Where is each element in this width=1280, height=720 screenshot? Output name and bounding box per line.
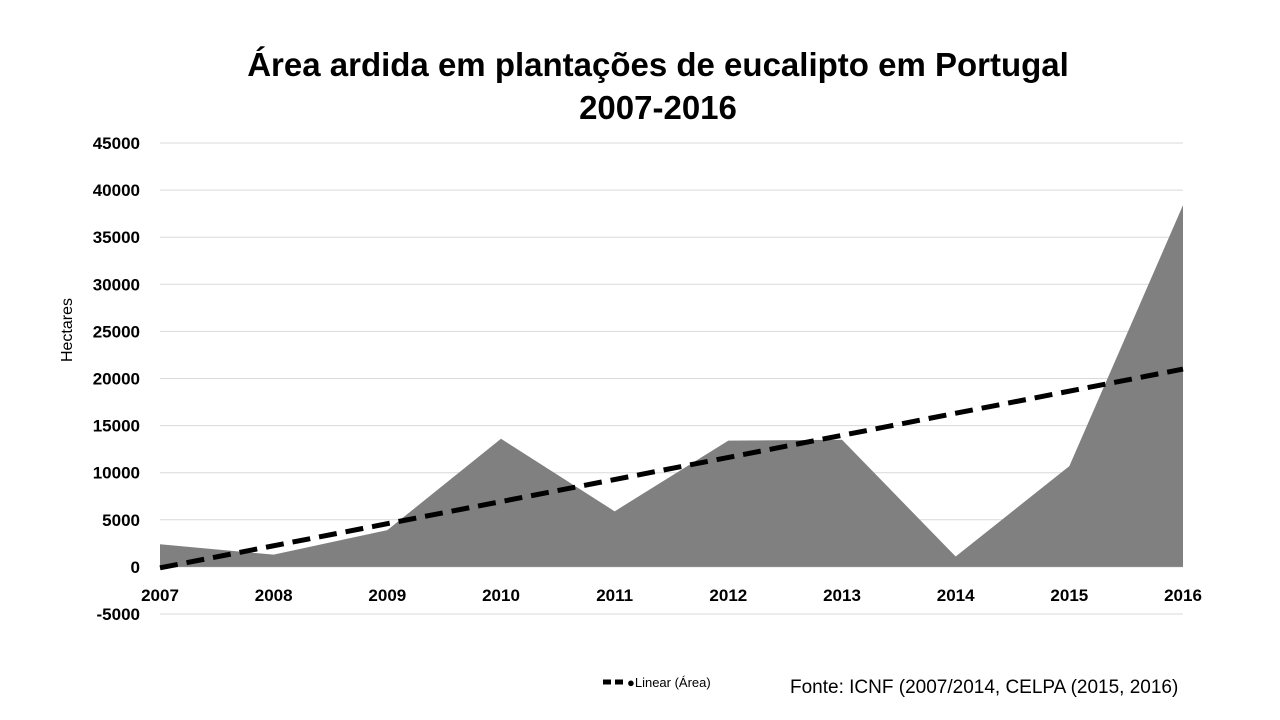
x-axis-ticks: 2007 2008 2009 2010 2011 2012 2013 2014 2015 2016 xyxy=(141,586,1202,605)
x-tick-label: 2009 xyxy=(368,586,406,605)
x-tick-label: 2010 xyxy=(482,586,520,605)
y-axis-label: Hectares xyxy=(59,298,76,362)
x-tick-label: 2014 xyxy=(937,586,975,605)
x-tick-label: 2011 xyxy=(596,586,633,605)
chart-title-line1: Área ardida em plantações de eucalipto e… xyxy=(247,46,1069,83)
area-series-layer xyxy=(159,205,1184,567)
y-axis-ticks: -5000 0 5000 10000 15000 20000 25000 30000 35000… xyxy=(93,134,140,624)
legend: ●Linear (Área) xyxy=(603,675,711,690)
y-tick-label: 10000 xyxy=(93,464,140,483)
y-tick-label: 15000 xyxy=(93,417,140,436)
chart-title-line2: 2007-2016 xyxy=(579,89,737,126)
area-series-Área xyxy=(160,205,1183,567)
y-tick-label: 20000 xyxy=(93,370,140,389)
y-tick-label: 45000 xyxy=(93,134,140,153)
x-tick-label: 2008 xyxy=(255,586,293,605)
trendline-layer xyxy=(159,366,1184,571)
y-tick-label: 25000 xyxy=(93,322,140,341)
legend-label: ●Linear (Área) xyxy=(627,675,711,690)
x-tick-label: 2015 xyxy=(1050,586,1088,605)
source-note: Fonte: ICNF (2007/2014, CELPA (2015, 201… xyxy=(790,677,1178,698)
x-tick-label: 2016 xyxy=(1164,586,1202,605)
y-tick-label: -5000 xyxy=(97,605,140,624)
y-tick-label: 0 xyxy=(131,558,140,577)
y-tick-label: 30000 xyxy=(93,275,140,294)
x-tick-label: 2013 xyxy=(823,586,861,605)
y-tick-label: 5000 xyxy=(102,511,140,530)
trendline-linear xyxy=(159,366,1184,571)
x-tick-label: 2007 xyxy=(141,586,179,605)
y-tick-label: 40000 xyxy=(93,181,140,200)
y-tick-label: 35000 xyxy=(93,228,140,247)
x-tick-label: 2012 xyxy=(709,586,747,605)
